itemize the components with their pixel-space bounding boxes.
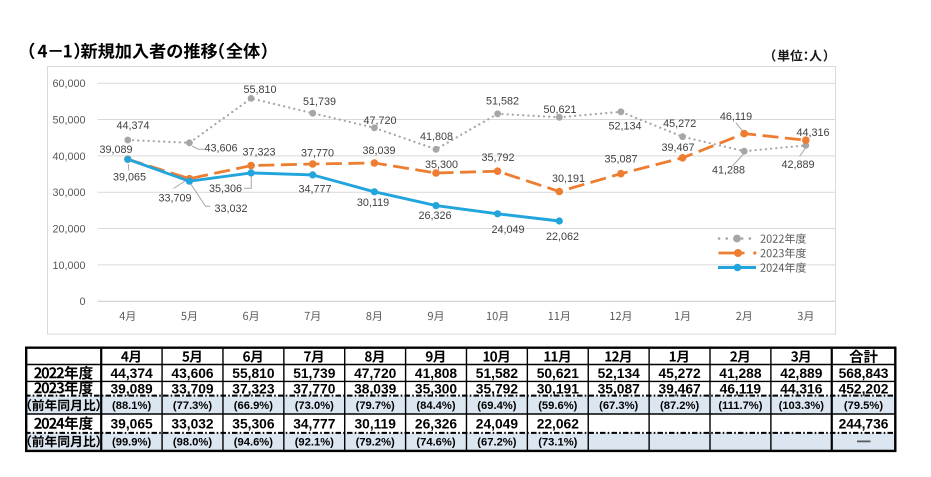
svg-text:39,065: 39,065 [110,416,153,431]
svg-text:452,202: 452,202 [839,382,889,397]
svg-text:(84.4%): (84.4%) [416,400,455,412]
svg-text:(103.3%): (103.3%) [779,400,825,412]
svg-text:55,810: 55,810 [232,366,275,381]
svg-text:51,739: 51,739 [293,366,336,381]
svg-text:20,000: 20,000 [52,223,85,235]
svg-text:30,191: 30,191 [537,382,580,397]
svg-text:33,032: 33,032 [171,416,214,431]
svg-text:50,621: 50,621 [537,366,580,381]
svg-text:(111.7%): (111.7%) [718,400,762,412]
svg-text:42,889: 42,889 [780,366,823,381]
svg-text:30,119: 30,119 [354,416,396,431]
svg-text:37,323: 37,323 [242,147,275,159]
svg-text:50,000: 50,000 [52,114,85,126]
svg-text:35,792: 35,792 [481,152,514,164]
svg-text:44,316: 44,316 [796,127,829,139]
svg-text:51,739: 51,739 [303,96,336,108]
svg-text:43,606: 43,606 [204,143,237,155]
svg-text:33,032: 33,032 [214,203,247,215]
svg-text:(79.5%): (79.5%) [844,400,883,412]
svg-text:44,316: 44,316 [780,382,823,397]
svg-text:45,272: 45,272 [663,118,696,130]
svg-text:51,582: 51,582 [476,366,519,381]
svg-text:(94.6%): (94.6%) [234,436,273,448]
svg-text:55,810: 55,810 [243,84,276,96]
svg-text:38,039: 38,039 [354,382,397,397]
svg-text:35,087: 35,087 [604,153,637,165]
svg-text:33,709: 33,709 [171,382,214,397]
svg-text:41,288: 41,288 [719,366,762,381]
svg-text:51,582: 51,582 [486,96,519,108]
svg-text:10,000: 10,000 [52,260,85,272]
svg-text:(77.3%): (77.3%) [173,400,212,412]
svg-text:35,306: 35,306 [232,416,275,431]
svg-text:(98.0%): (98.0%) [173,436,212,448]
svg-text:(87.2%): (87.2%) [660,400,699,412]
svg-text:(88.1%): (88.1%) [112,400,151,412]
svg-text:44,374: 44,374 [110,366,153,381]
svg-text:34,777: 34,777 [298,184,331,196]
svg-text:35,300: 35,300 [415,382,458,397]
svg-text:38,039: 38,039 [362,145,395,157]
svg-text:39,467: 39,467 [661,142,694,154]
svg-text:568,843: 568,843 [839,366,889,381]
svg-text:26,326: 26,326 [418,210,451,222]
svg-text:50,621: 50,621 [543,104,576,116]
svg-text:24,049: 24,049 [476,416,519,431]
svg-text:(92.1%): (92.1%) [295,436,334,448]
svg-text:44,374: 44,374 [116,120,149,132]
svg-text:30,119: 30,119 [357,197,389,209]
svg-text:39,089: 39,089 [110,382,153,397]
svg-text:(67.3%): (67.3%) [599,400,638,412]
svg-text:52,134: 52,134 [608,120,641,132]
svg-text:41,808: 41,808 [420,131,453,143]
svg-text:43,606: 43,606 [171,366,214,381]
svg-text:30,000: 30,000 [52,187,85,199]
svg-text:42,889: 42,889 [781,159,814,171]
svg-text:35,306: 35,306 [209,183,242,195]
svg-text:39,467: 39,467 [658,382,701,397]
svg-text:34,777: 34,777 [293,416,336,431]
svg-text:39,089: 39,089 [99,144,132,156]
svg-text:22,062: 22,062 [537,416,580,431]
svg-text:0: 0 [79,296,85,308]
svg-text:46,119: 46,119 [720,111,752,123]
svg-text:(66.9%): (66.9%) [234,400,273,412]
svg-text:41,288: 41,288 [712,164,745,176]
svg-text:40,000: 40,000 [52,151,85,163]
svg-text:33,709: 33,709 [158,193,191,205]
svg-text:(99.9%): (99.9%) [112,436,151,448]
svg-text:37,323: 37,323 [232,382,275,397]
svg-text:41,808: 41,808 [415,366,458,381]
svg-text:(74.6%): (74.6%) [416,436,455,448]
svg-text:30,191: 30,191 [552,173,585,185]
svg-text:(79.2%): (79.2%) [356,436,395,448]
svg-text:(67.2%): (67.2%) [477,436,516,448]
svg-text:60,000: 60,000 [52,78,85,90]
svg-text:(73.1%): (73.1%) [538,436,577,448]
svg-text:45,272: 45,272 [658,366,701,381]
svg-text:37,770: 37,770 [293,382,336,397]
svg-text:26,326: 26,326 [415,416,458,431]
svg-text:244,736: 244,736 [839,416,889,431]
svg-text:39,065: 39,065 [113,171,146,183]
svg-text:35,300: 35,300 [425,159,458,171]
svg-text:24,049: 24,049 [491,224,524,236]
svg-text:52,134: 52,134 [598,366,641,381]
svg-text:47,720: 47,720 [354,366,397,381]
svg-text:35,087: 35,087 [598,382,641,397]
svg-text:46,119: 46,119 [720,382,762,397]
svg-text:(79.7%): (79.7%) [356,400,395,412]
svg-text:(59.6%): (59.6%) [538,400,577,412]
svg-text:(69.4%): (69.4%) [477,400,516,412]
svg-text:37,770: 37,770 [301,147,334,159]
svg-text:22,062: 22,062 [546,231,579,243]
svg-text:35,792: 35,792 [476,382,519,397]
svg-text:(73.0%): (73.0%) [295,400,334,412]
svg-text:47,720: 47,720 [363,115,396,127]
